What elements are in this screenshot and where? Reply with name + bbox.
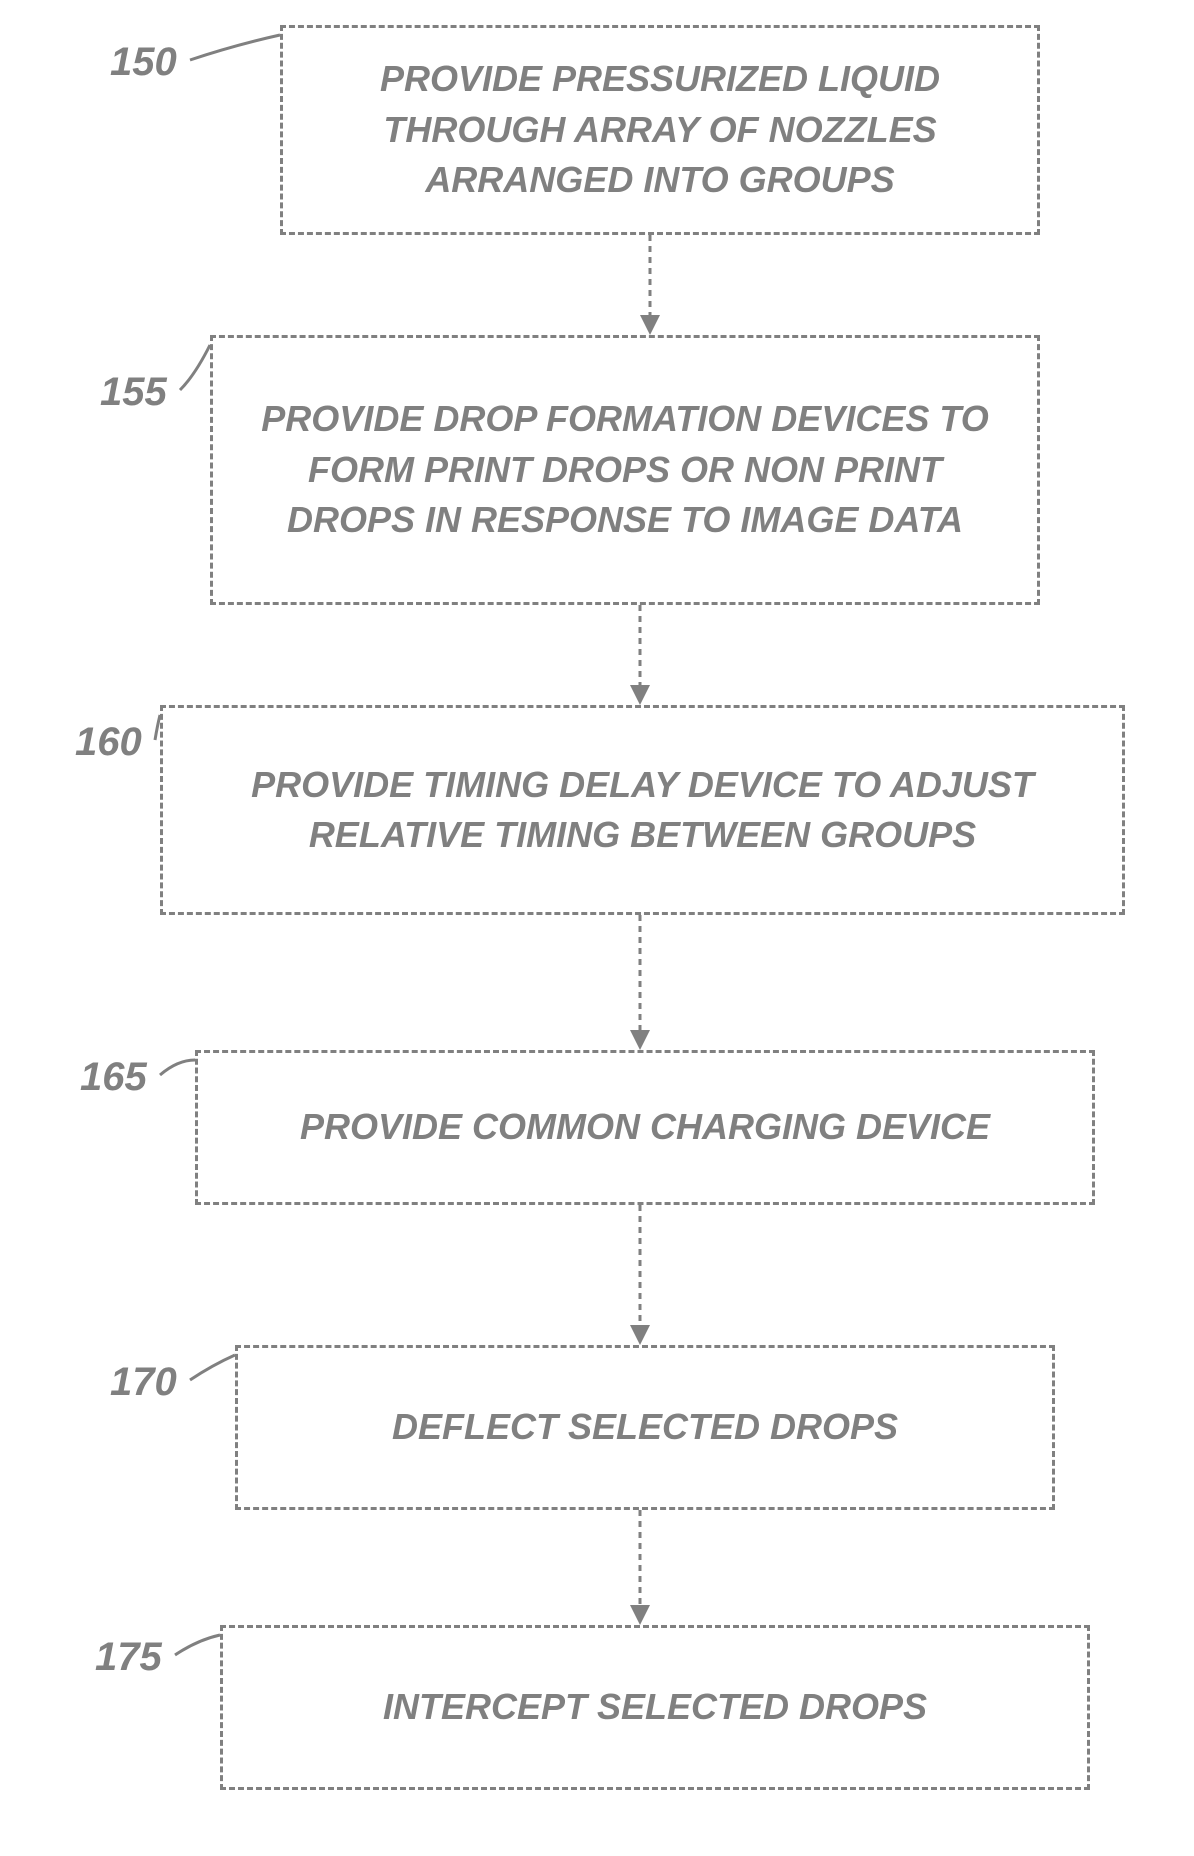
step-label-155: 155 (100, 370, 167, 415)
flow-arrow (620, 1205, 660, 1345)
flow-arrow (620, 605, 660, 705)
flowchart-step-155: PROVIDE DROP FORMATION DEVICES TO FORM P… (210, 335, 1040, 605)
flowchart-step-160: PROVIDE TIMING DELAY DEVICE TO ADJUST RE… (160, 705, 1125, 915)
flowchart-step-150: PROVIDE PRESSURIZED LIQUID THROUGH ARRAY… (280, 25, 1040, 235)
step-text: DEFLECT SELECTED DROPS (392, 1402, 898, 1452)
step-label-175: 175 (95, 1635, 162, 1680)
flowchart-step-170: DEFLECT SELECTED DROPS (235, 1345, 1055, 1510)
step-label-150: 150 (110, 40, 177, 85)
step-label-170: 170 (110, 1360, 177, 1405)
step-text: PROVIDE COMMON CHARGING DEVICE (300, 1102, 990, 1152)
step-label-160: 160 (75, 720, 142, 765)
step-text: PROVIDE DROP FORMATION DEVICES TO FORM P… (243, 394, 1007, 545)
flowchart-step-165: PROVIDE COMMON CHARGING DEVICE (195, 1050, 1095, 1205)
step-text: PROVIDE TIMING DELAY DEVICE TO ADJUST RE… (193, 760, 1092, 861)
flow-arrow (630, 235, 670, 335)
step-text: INTERCEPT SELECTED DROPS (383, 1682, 927, 1732)
flow-arrow (620, 915, 660, 1050)
flowchart-container: PROVIDE PRESSURIZED LIQUID THROUGH ARRAY… (0, 0, 1194, 1856)
step-label-165: 165 (80, 1055, 147, 1100)
step-text: PROVIDE PRESSURIZED LIQUID THROUGH ARRAY… (313, 54, 1007, 205)
flowchart-step-175: INTERCEPT SELECTED DROPS (220, 1625, 1090, 1790)
flow-arrow (620, 1510, 660, 1625)
